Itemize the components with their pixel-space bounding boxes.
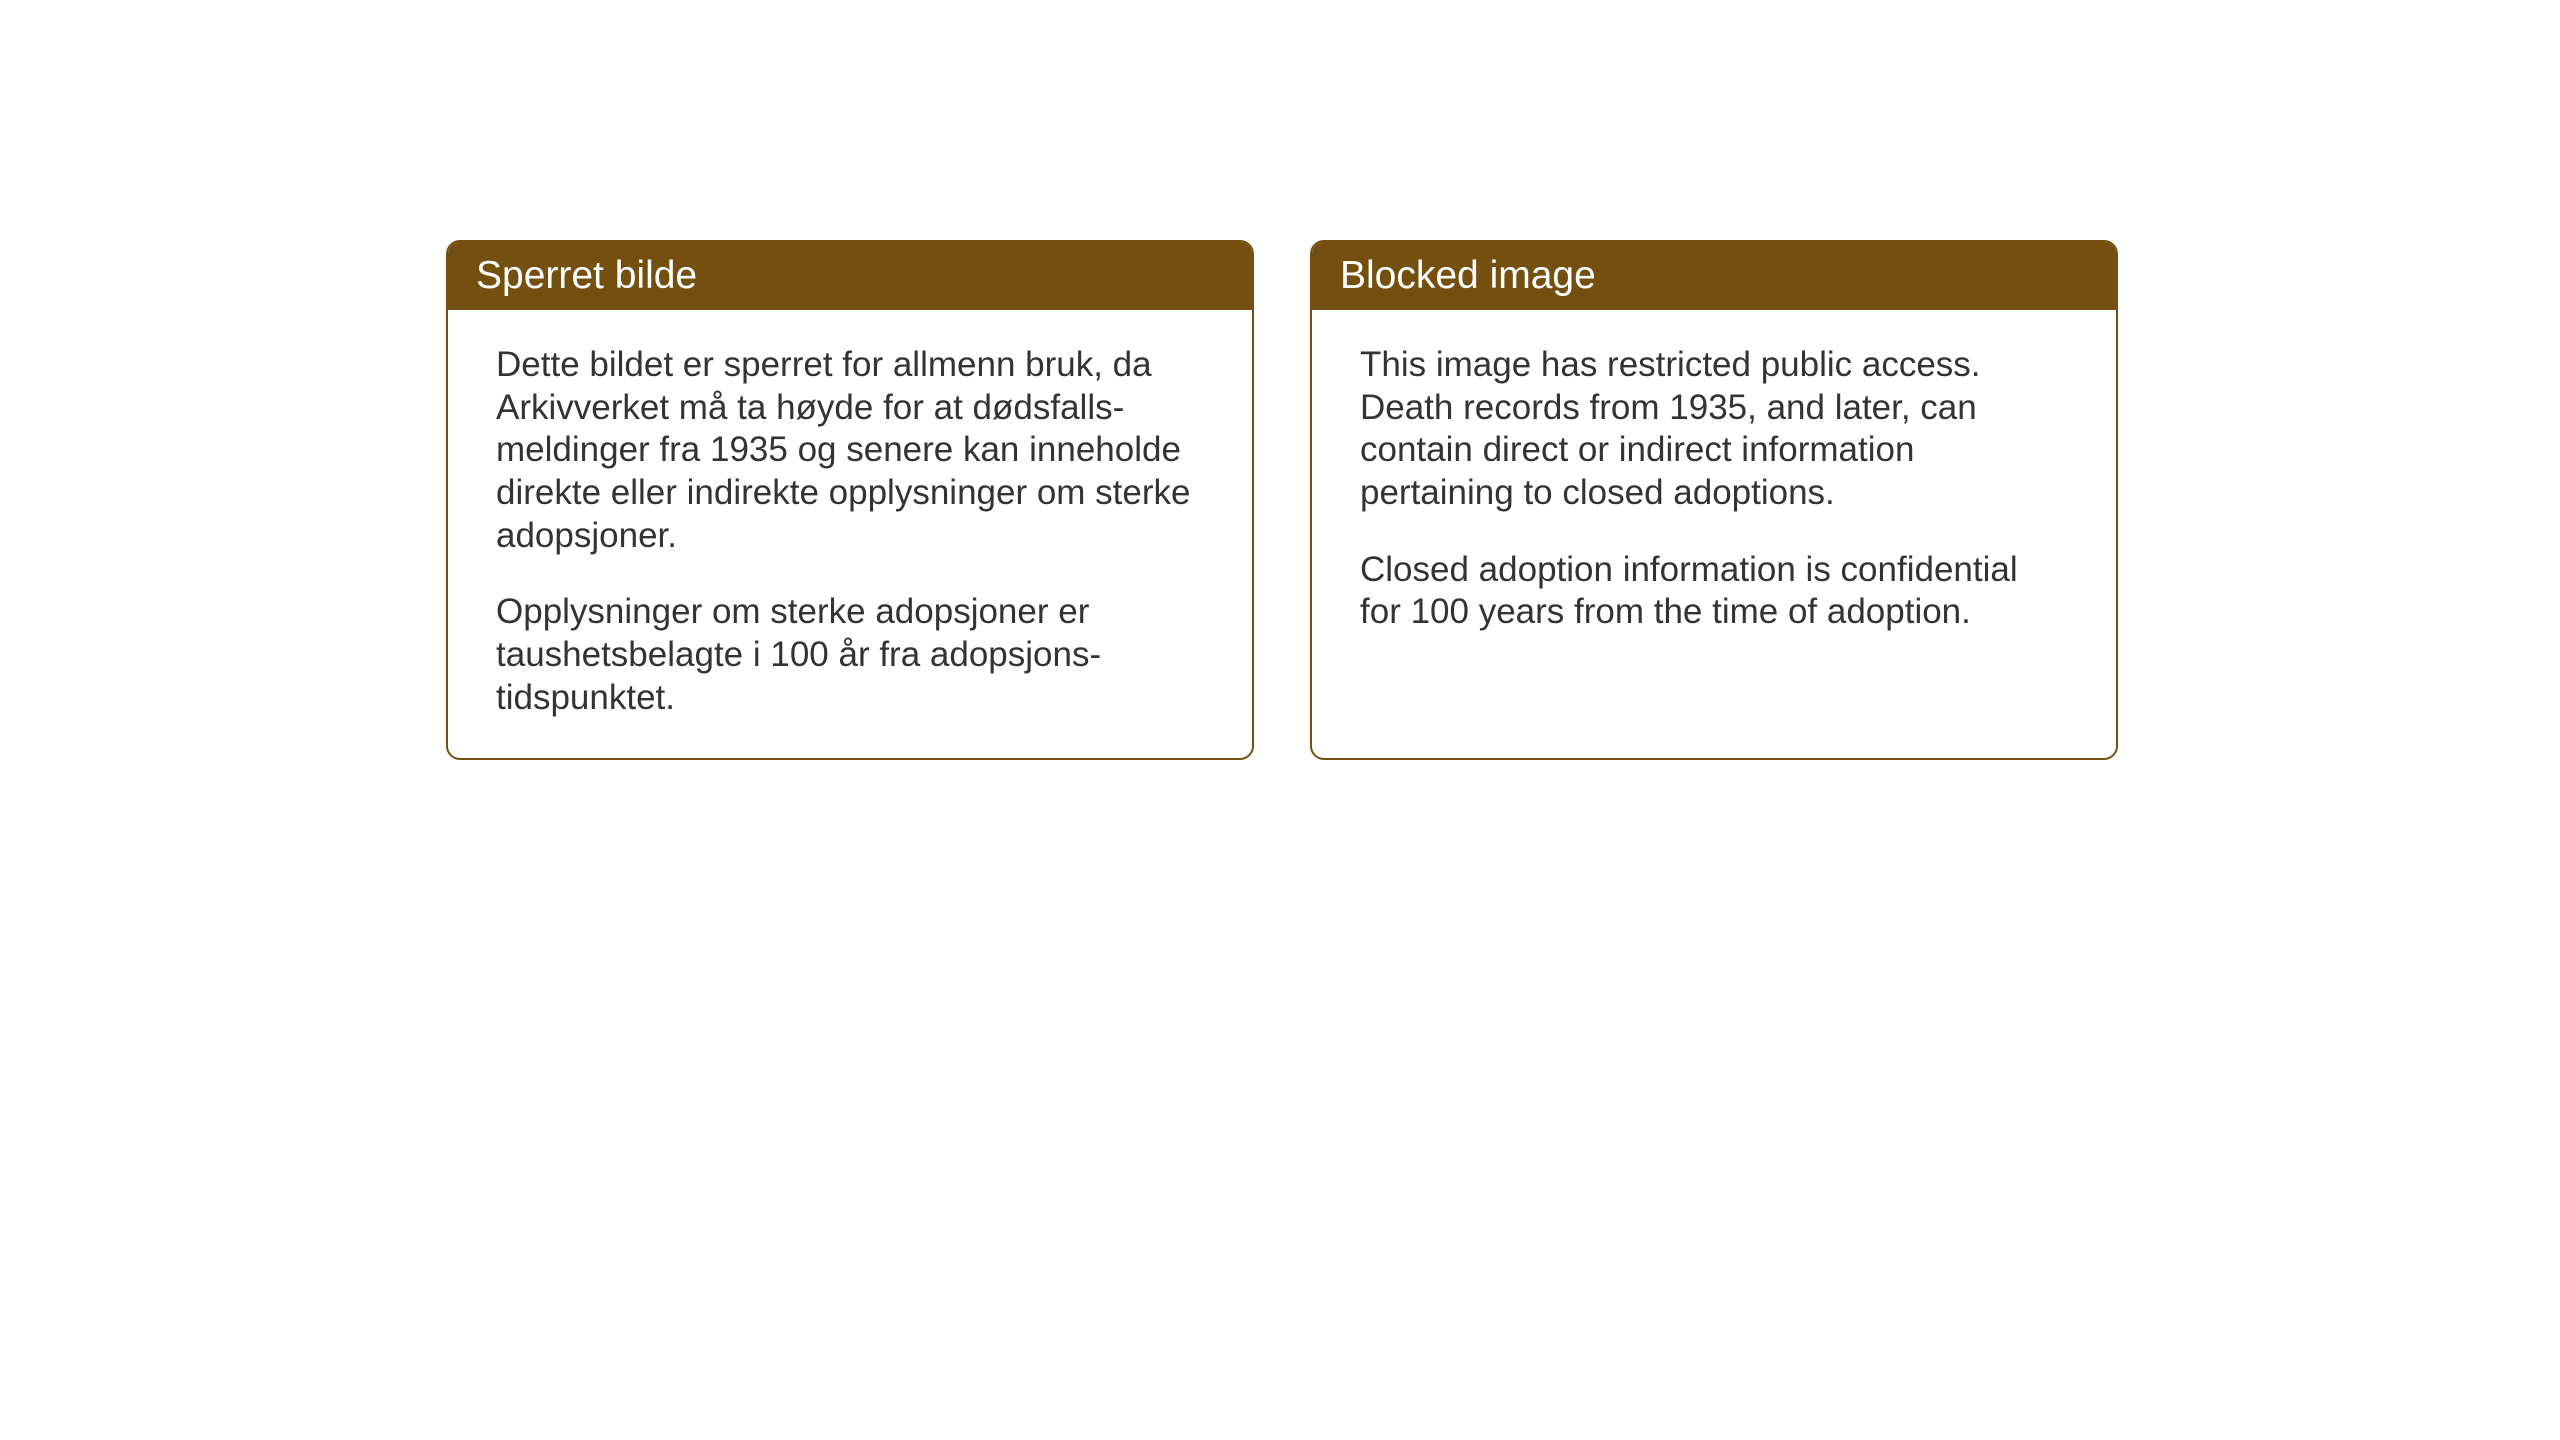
card-paragraph: Closed adoption information is confident… bbox=[1360, 549, 2068, 634]
card-header-english: Blocked image bbox=[1312, 242, 2116, 310]
card-title: Blocked image bbox=[1340, 254, 1596, 297]
card-title: Sperret bilde bbox=[476, 254, 697, 297]
card-paragraph: Dette bildet er sperret for allmenn bruk… bbox=[496, 344, 1204, 557]
card-paragraph: Opplysninger om sterke adopsjoner er tau… bbox=[496, 591, 1204, 719]
notice-card-english: Blocked image This image has restricted … bbox=[1310, 240, 2118, 760]
card-body-norwegian: Dette bildet er sperret for allmenn bruk… bbox=[448, 310, 1252, 758]
card-header-norwegian: Sperret bilde bbox=[448, 242, 1252, 310]
notice-card-norwegian: Sperret bilde Dette bildet er sperret fo… bbox=[446, 240, 1254, 760]
card-paragraph: This image has restricted public access.… bbox=[1360, 344, 2068, 515]
card-body-english: This image has restricted public access.… bbox=[1312, 310, 2116, 672]
notice-container: Sperret bilde Dette bildet er sperret fo… bbox=[446, 240, 2560, 760]
